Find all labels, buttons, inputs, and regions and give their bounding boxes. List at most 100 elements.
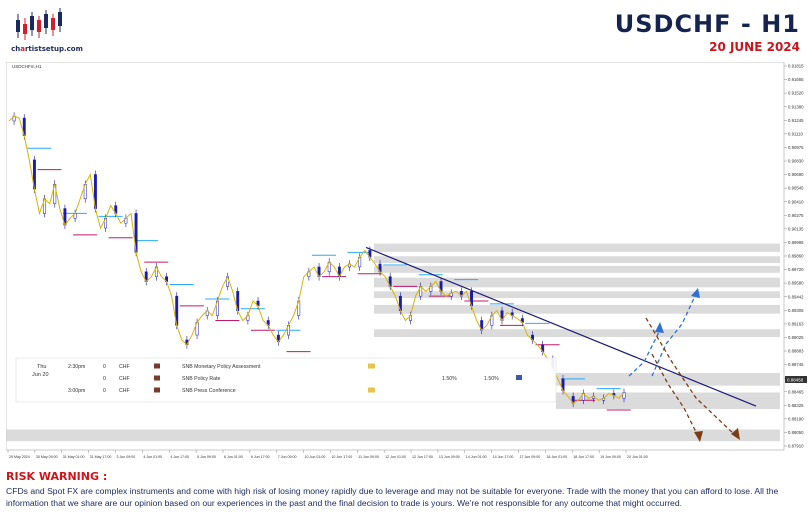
- y-tick-label: 0.91520: [788, 91, 804, 96]
- arrow-down-1: [651, 353, 699, 437]
- supply-demand-zone: [6, 429, 780, 442]
- x-tick-label: 12 Jun 17:00: [412, 455, 433, 459]
- symbol-label: USDCHFm,H1: [12, 64, 42, 69]
- cal-cell: 3:00pm: [68, 388, 85, 394]
- supply-demand-zone: [374, 291, 780, 299]
- x-tick-label: 31 May 01:00: [63, 455, 85, 459]
- supply-demand-zone: [374, 277, 780, 288]
- supply-demand-zone: [374, 256, 780, 264]
- y-tick-label: 0.91245: [788, 118, 804, 123]
- cal-row: 3:00pm 0 CHF SNB Press Conference: [68, 387, 375, 394]
- y-tick-label: 0.88745: [788, 362, 804, 367]
- x-tick-label: 4 Jun 01:00: [143, 455, 162, 459]
- x-tick-label: 18 Jun 01:00: [546, 455, 567, 459]
- x-tick-label: 10 Jun 17:00: [331, 455, 352, 459]
- econ-calendar: Thu Jun 20 2:30pm 0 CHF SNB Monetary Policy…: [15, 357, 557, 403]
- y-tick-label: 0.91110: [788, 131, 804, 136]
- x-tick-label: 14 Jun 01:00: [466, 455, 487, 459]
- cal-cell: CHF: [119, 376, 130, 382]
- cal-cell: CHF: [119, 364, 130, 370]
- logo: chartistsetup.com: [8, 8, 83, 54]
- brand-name[interactable]: chartistsetup.com: [11, 45, 83, 53]
- x-tick-label: 29 May 2024: [9, 455, 30, 459]
- risk-title: RISK WARNING :: [6, 470, 108, 483]
- current-price: 0.88458: [787, 378, 804, 383]
- impact-icon: [154, 375, 160, 381]
- cal-date: Jun 20: [32, 372, 49, 378]
- y-tick-label: 0.89442: [788, 294, 804, 299]
- y-tick-label: 0.87910: [788, 444, 804, 449]
- x-axis: 29 May 2024 30 May 09:00 31 May 01:00 31 Ma…: [7, 450, 648, 459]
- price-badge: 0.88458: [785, 376, 807, 383]
- x-tick-label: 6 Jun 01:00: [224, 455, 243, 459]
- x-tick-label: 4 Jun 17:00: [170, 455, 189, 459]
- y-axis: 0.91815 0.91665 0.91520 0.91380 0.91245 0.911…: [784, 64, 804, 449]
- y-tick-label: 0.91665: [788, 77, 804, 82]
- y-tick-label: 0.88050: [788, 430, 804, 435]
- y-tick-label: 0.89025: [788, 335, 804, 340]
- arrow-up-1: [628, 329, 661, 377]
- x-tick-label: 19 Jun 09:00: [600, 455, 621, 459]
- level-marks: [27, 147, 631, 411]
- logo-candles-icon: [16, 8, 62, 40]
- x-tick-label: 31 May 17:00: [90, 455, 112, 459]
- cal-cell: 0: [103, 376, 106, 382]
- y-tick-label: 0.90410: [788, 199, 804, 204]
- supply-demand-zone: [374, 304, 780, 314]
- page-date: 20 JUNE 2024: [709, 40, 800, 54]
- x-tick-label: 30 May 09:00: [36, 455, 58, 459]
- candle-body: [622, 392, 626, 399]
- price-line: [8, 115, 625, 404]
- cal-cell: 2:30pm: [68, 364, 85, 370]
- arrow-up-2: [651, 293, 697, 377]
- x-tick-label: 13 Jun 09:00: [439, 455, 460, 459]
- page-title: USDCHF - H1: [614, 10, 800, 38]
- folder-icon: [368, 363, 375, 369]
- impact-icon: [154, 387, 160, 393]
- cal-cell: SNB Press Conference: [182, 388, 236, 394]
- y-tick-label: 0.89720: [788, 267, 804, 272]
- cal-cell: 1.50%: [442, 376, 457, 382]
- x-tick-label: 12 Jun 01:00: [385, 455, 406, 459]
- x-tick-label: 6 Jun 17:00: [251, 455, 270, 459]
- arrow-down-2: [645, 317, 737, 437]
- impact-icon: [154, 363, 160, 369]
- x-tick-label: 7 Jun 09:00: [278, 455, 297, 459]
- x-tick-label: 10 Jun 01:00: [305, 455, 326, 459]
- y-tick-label: 0.90545: [788, 186, 804, 191]
- x-tick-label: 3 Jun 09:00: [116, 455, 135, 459]
- y-tick-label: 0.90135: [788, 226, 804, 231]
- arrow-up-1-head: [655, 322, 664, 333]
- trendline: [365, 246, 757, 407]
- y-tick-label: 0.91815: [788, 64, 804, 69]
- y-tick-label: 0.90690: [788, 172, 804, 177]
- x-tick-label: 18 Jun 17:00: [573, 455, 594, 459]
- y-tick-label: 0.89860: [788, 254, 804, 259]
- supply-demand-zone: [556, 392, 780, 410]
- folder-icon: [368, 387, 375, 393]
- y-tick-label: 0.89163: [788, 321, 804, 326]
- x-tick-label: 11 Jun 09:00: [358, 455, 379, 459]
- cal-cell: SNB Monetary Policy Assessment: [182, 364, 261, 370]
- y-tick-label: 0.91380: [788, 104, 804, 109]
- cal-cell: SNB Policy Rate: [182, 376, 220, 382]
- supply-demand-zone: [374, 265, 780, 273]
- supply-demand-zone: [374, 243, 780, 252]
- cal-cell: CHF: [119, 388, 130, 394]
- x-tick-label: 14 Jun 17:00: [493, 455, 514, 459]
- y-tick-label: 0.88325: [788, 403, 804, 408]
- cal-cell: 0: [103, 388, 106, 394]
- scenario-arrows: [628, 288, 740, 442]
- y-tick-label: 0.90830: [788, 159, 804, 164]
- arrow-down-1-head: [694, 431, 703, 442]
- arrow-down-2-head: [731, 428, 740, 440]
- arrow-up-2-head: [691, 288, 700, 298]
- y-tick-label: 0.90275: [788, 213, 804, 218]
- price-chart[interactable]: Thu Jun 20 2:30pm 0 CHF SNB Monetary Policy…: [6, 62, 808, 462]
- x-tick-label: 17 Jun 09:00: [520, 455, 541, 459]
- y-tick-label: 0.90975: [788, 145, 804, 150]
- cal-cell: 1.50%: [484, 376, 499, 382]
- risk-text: CFDs and Spot FX are complex instruments…: [6, 486, 779, 508]
- cal-row: 0 CHF SNB Policy Rate 1.50% 1.50%: [103, 375, 522, 382]
- cal-cell: 0: [103, 364, 106, 370]
